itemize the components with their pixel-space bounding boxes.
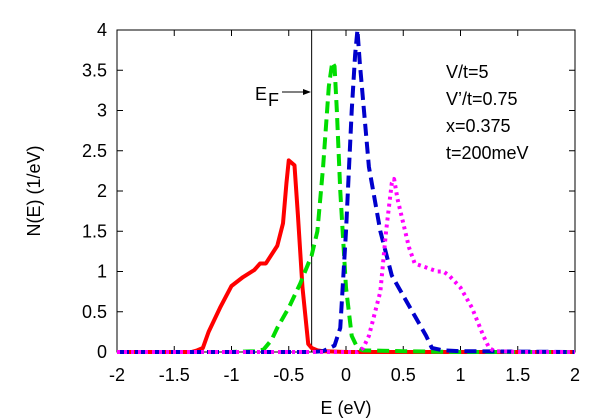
y-tick-label: 0 (97, 342, 107, 362)
y-tick-label: 0.5 (82, 302, 107, 322)
x-tick-labels: -2 -1.5 -1 -0.5 0 0.5 1 1.5 2 (109, 365, 580, 385)
annotation-text: x=0.375 (446, 116, 511, 136)
annotation-text: V’/t=0.75 (446, 89, 518, 109)
y-tick-label: 1 (97, 262, 107, 282)
x-tick-label: 0 (341, 365, 351, 385)
x-tick-label: 0.5 (391, 365, 416, 385)
x-tick-label: 2 (570, 365, 580, 385)
x-tick-label: -2 (109, 365, 125, 385)
x-tick-label: -1.5 (159, 365, 190, 385)
x-axis-label: E (eV) (320, 398, 371, 418)
y-tick-label: 1.5 (82, 221, 107, 241)
series-line-2 (117, 60, 575, 354)
series-line-1 (117, 158, 575, 354)
x-tick-label: 1 (455, 365, 465, 385)
y-tick-label: 2 (97, 181, 107, 201)
parameter-annotations: V/t=5 V’/t=0.75 x=0.375 t=200meV (446, 62, 529, 163)
series-group (117, 28, 576, 354)
annotation-text: V/t=5 (446, 62, 489, 82)
fermi-label-sub: F (268, 90, 279, 110)
y-tick-label: 2.5 (82, 141, 107, 161)
y-tick-label: 4 (97, 20, 107, 40)
y-tick-labels: 0 0.5 1 1.5 2 2.5 3 3.5 4 (82, 20, 107, 362)
y-tick-label: 3.5 (82, 60, 107, 80)
x-tick-label: -0.5 (273, 365, 304, 385)
y-axis-label: N(E) (1/eV) (24, 145, 44, 236)
y-tick-label: 3 (97, 101, 107, 121)
fermi-label: E F (255, 84, 311, 110)
annotation-text: t=200meV (446, 143, 529, 163)
fermi-arrow-head (303, 89, 311, 95)
series-line-3 (117, 28, 576, 354)
x-tick-label: -1 (223, 365, 239, 385)
fermi-label-main: E (255, 84, 267, 104)
x-tick-label: 1.5 (505, 365, 530, 385)
